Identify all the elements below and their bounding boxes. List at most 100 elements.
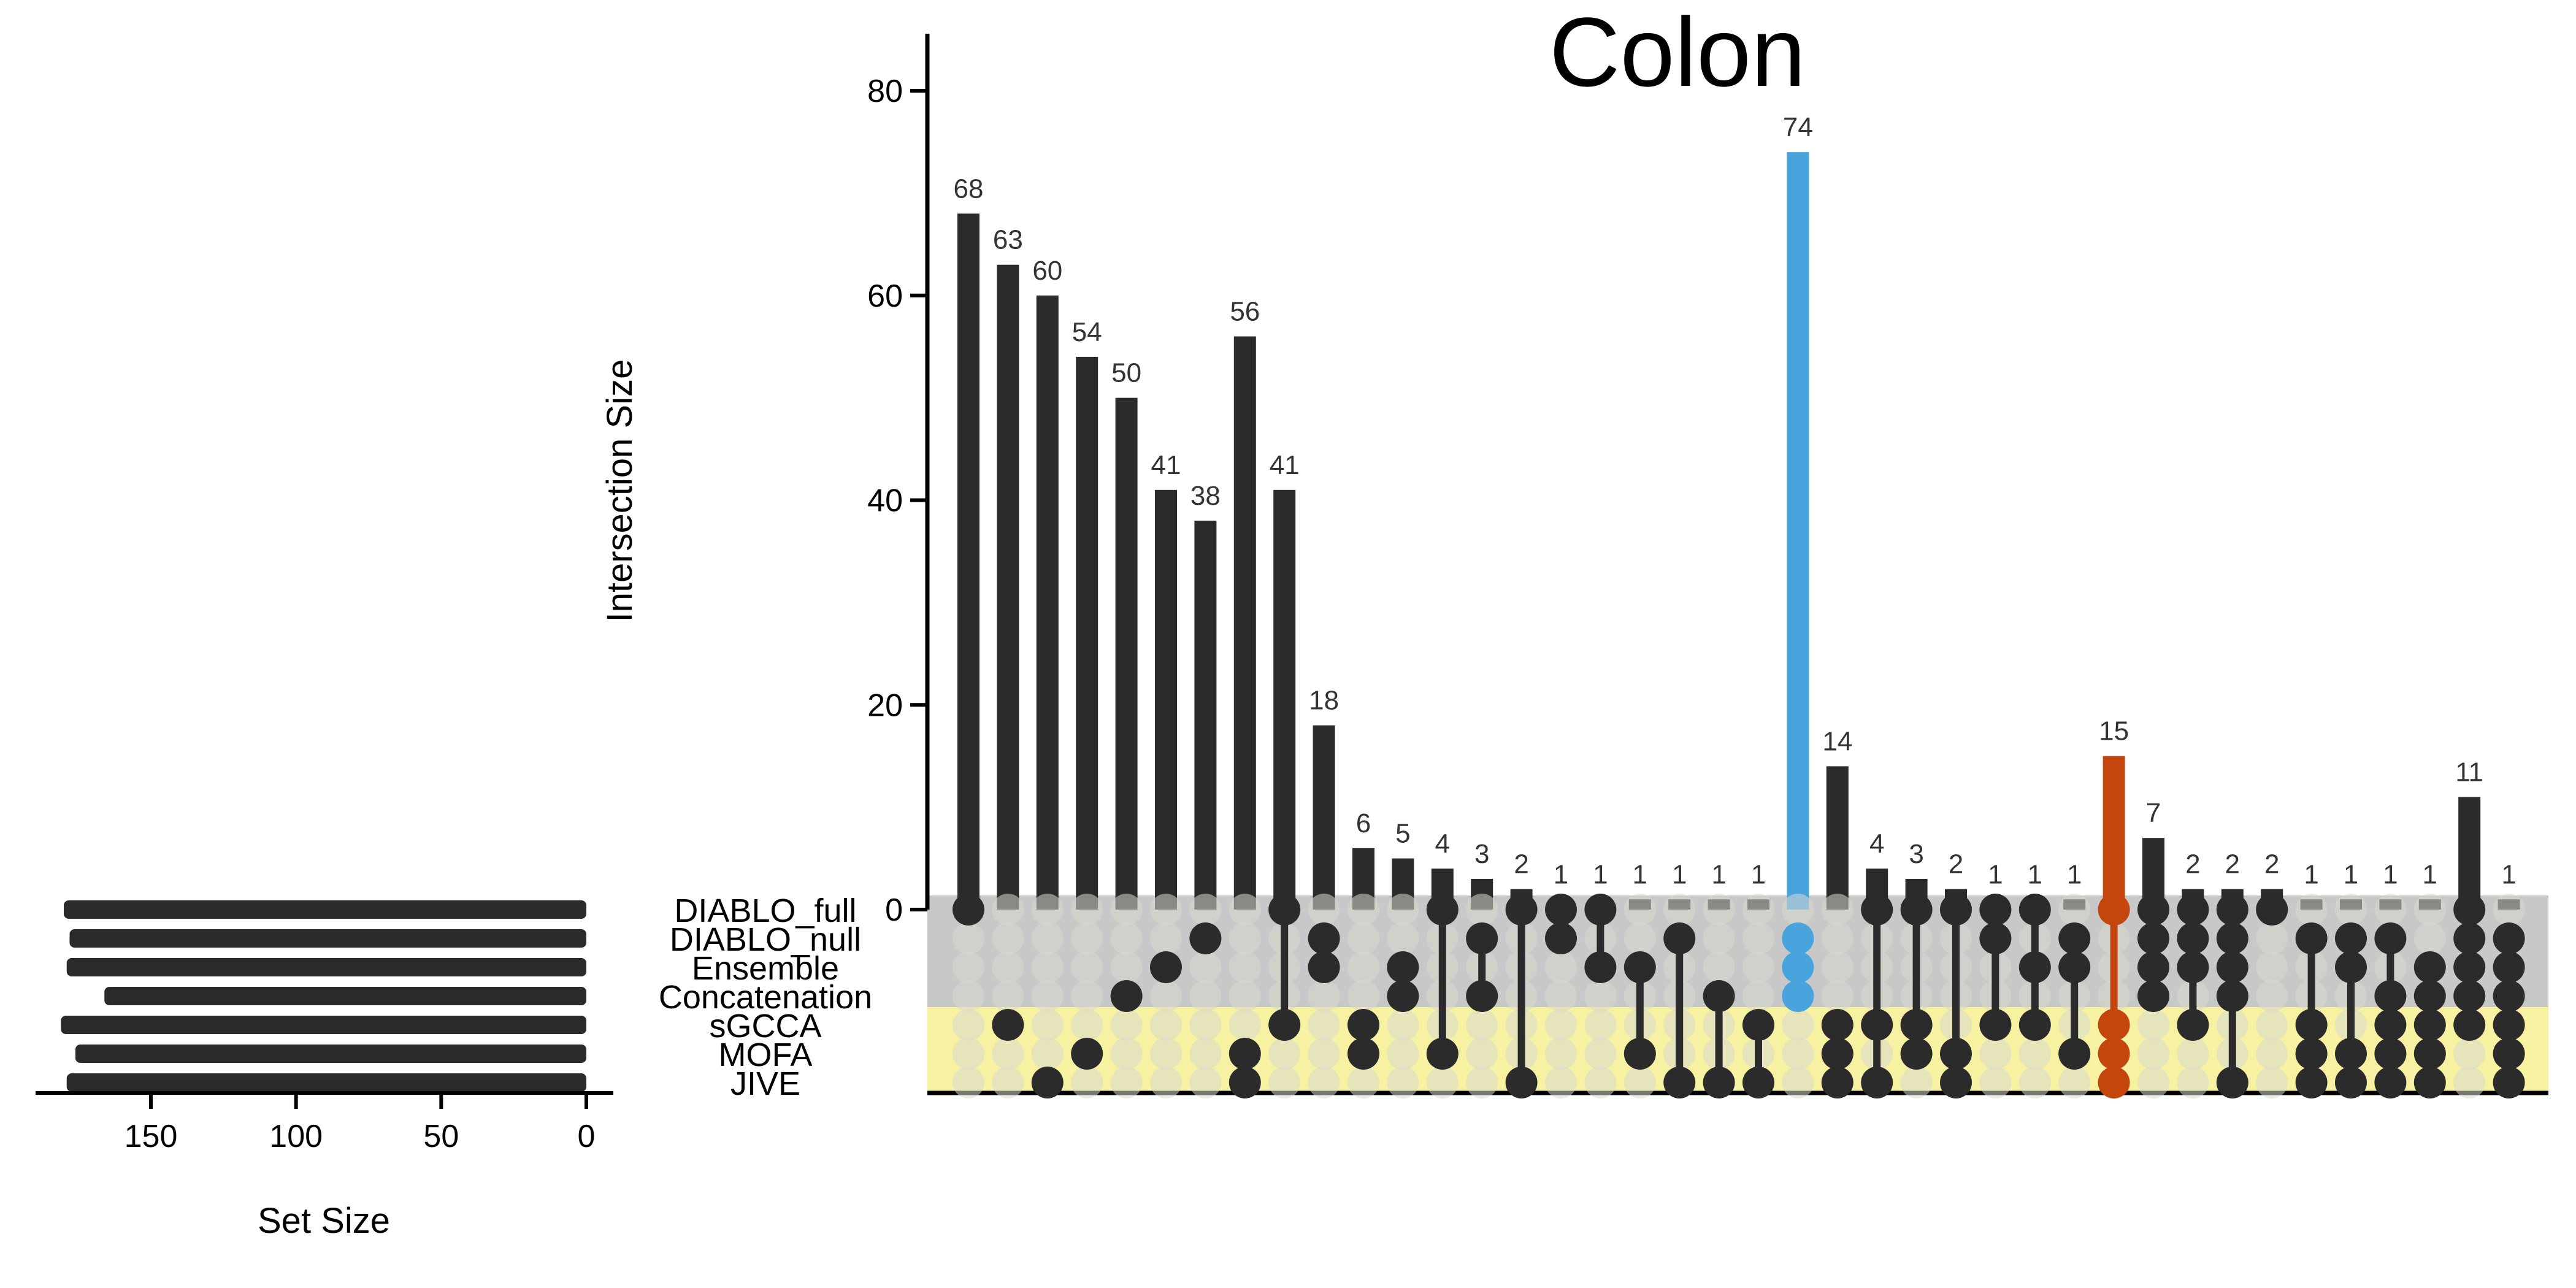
matrix-dot-8-0 [1268,894,1301,926]
bar-label-31: 2 [2185,849,2200,880]
matrix-dot-empty [1347,980,1379,1012]
matrix-dot-21-3 [1782,980,1814,1012]
matrix-dot-23-0 [1861,894,1893,926]
matrix-dot-38-0 [2453,894,2486,926]
matrix-dot-30-2 [2137,951,2169,983]
matrix-dot-35-1 [2335,922,2367,954]
matrix-dot-35-5 [2335,1038,2367,1070]
set-label-0: DIABLO_full [674,892,856,929]
set-size-bar-5 [75,1045,586,1063]
matrix-dot-empty [1308,894,1340,926]
matrix-dot-23-6 [1861,1067,1893,1098]
matrix-dot-empty [1031,980,1064,1012]
matrix-dot-empty [1545,951,1577,983]
matrix-dot-empty [2256,1009,2288,1041]
matrix-dot-37-3 [2413,980,2446,1012]
matrix-dot-empty [1545,980,1577,1012]
matrix-dot-empty [2453,1067,2486,1098]
matrix-dot-empty [1782,894,1814,926]
matrix-dot-empty [1150,1067,1182,1098]
matrix-dot-empty [1110,951,1143,983]
matrix-dot-empty [1821,951,1853,983]
bar-label-17: 1 [1633,859,1647,889]
matrix-dot-empty [1584,980,1617,1012]
bar-label-10: 6 [1356,808,1371,838]
bar-label-11: 5 [1395,819,1410,849]
matrix-dot-34-6 [2295,1067,2328,1098]
matrix-dot-empty [1703,951,1735,983]
matrix-dot-empty [1308,1009,1340,1041]
bar-label-13: 3 [1474,839,1489,869]
matrix-dot-32-2 [2216,951,2248,983]
matrix-dot-9-2 [1308,951,1340,983]
set-size-bar-1 [69,929,586,948]
matrix-dot-empty [1268,1038,1301,1070]
matrix-dot-empty [1742,980,1774,1012]
matrix-dot-28-5 [2058,1038,2091,1070]
matrix-dot-6-1 [1189,922,1222,954]
matrix-dot-7-5 [1229,1038,1261,1070]
matrix-dot-empty [1308,980,1340,1012]
matrix-dot-36-4 [2374,1009,2407,1041]
matrix-dot-empty [1545,1067,1577,1098]
matrix-dot-11-3 [1387,980,1419,1012]
matrix-dot-empty [1782,1038,1814,1070]
y-axis-label: Intersection Size [600,359,640,623]
matrix-dot-empty [953,1067,984,1098]
matrix-dot-38-2 [2453,951,2486,983]
matrix-dot-empty [1623,894,1656,926]
matrix-dot-36-6 [2374,1067,2407,1098]
matrix-dot-empty [1782,1009,1814,1041]
matrix-dot-empty [1663,894,1696,926]
matrix-dot-22-6 [1821,1067,1853,1098]
bar-29 [2103,756,2125,910]
matrix-dot-empty [1387,894,1419,926]
matrix-dot-empty [1623,1067,1656,1098]
matrix-dot-empty [2177,1038,2209,1070]
matrix-dot-empty [1031,1009,1064,1041]
matrix-dot-empty [1150,922,1182,954]
matrix-dot-2-6 [1031,1067,1064,1098]
matrix-dot-empty [1150,894,1182,926]
matrix-dot-32-3 [2216,980,2248,1012]
bar-0 [957,213,979,910]
matrix-dot-empty [1742,951,1774,983]
bar-label-22: 14 [1822,726,1852,756]
matrix-dot-empty [1387,1009,1419,1041]
matrix-dot-3-5 [1071,1038,1103,1070]
matrix-dot-empty [1268,1067,1301,1098]
matrix-dot-empty [1584,1009,1617,1041]
matrix-dot-empty [1545,1038,1577,1070]
matrix-dot-37-2 [2413,951,2446,983]
matrix-dot-31-0 [2177,894,2209,926]
matrix-dot-39-1 [2493,922,2525,954]
matrix-dot-empty [1110,894,1143,926]
matrix-dot-empty [1347,951,1379,983]
bar-label-18: 1 [1672,859,1687,889]
matrix-dot-empty [1387,922,1419,954]
matrix-dot-32-6 [2216,1067,2248,1098]
matrix-dot-29-0 [2098,894,2130,926]
bar-label-37: 1 [2423,859,2437,889]
matrix-dot-empty [953,980,984,1012]
matrix-dot-empty [2256,922,2288,954]
matrix-dot-32-0 [2216,894,2248,926]
bar-label-21: 74 [1783,112,1813,142]
matrix-dot-14-6 [1505,1067,1538,1098]
matrix-dot-9-1 [1308,922,1340,954]
matrix-dot-empty [1821,922,1853,954]
bar-9 [1313,725,1335,910]
matrix-dot-empty [2413,922,2446,954]
matrix-dot-empty [1387,1067,1419,1098]
matrix-dot-32-1 [2216,922,2248,954]
bar-label-5: 41 [1151,450,1181,480]
bar-label-39: 1 [2501,859,2516,889]
matrix-dot-empty [2493,894,2525,926]
matrix-dot-empty [1031,1038,1064,1070]
matrix-dot-36-1 [2374,922,2407,954]
bar-label-28: 1 [2067,859,2082,889]
matrix-dot-empty [2058,894,2091,926]
matrix-dot-16-0 [1584,894,1617,926]
